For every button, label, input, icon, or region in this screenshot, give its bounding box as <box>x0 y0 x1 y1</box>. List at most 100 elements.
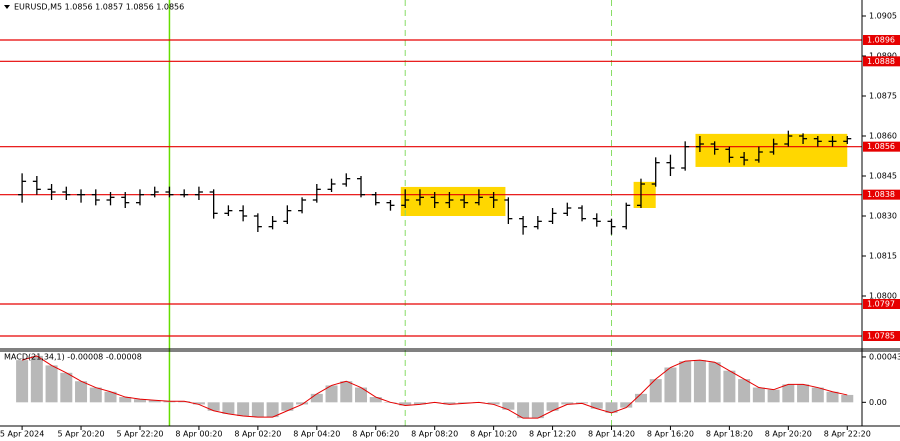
macd-bar <box>782 384 795 403</box>
x-tick-label: 8 Apr 02:20 <box>234 430 281 439</box>
macd-bar <box>325 385 338 403</box>
macd-bar <box>369 397 382 403</box>
level-label-box <box>863 56 900 67</box>
macd-bar <box>767 389 780 403</box>
macd-label: MACD(21,34,1) -0.00008 -0.00008 <box>4 353 142 362</box>
y-tick-label: 1.0905 <box>869 12 897 21</box>
macd-bar <box>664 367 677 403</box>
macd-bar <box>148 400 161 403</box>
level-label-box <box>863 35 900 45</box>
chart-title: EURUSD,M5 1.0856 1.0857 1.0856 1.0856 <box>14 3 184 12</box>
macd-bar <box>546 402 559 411</box>
x-tick-label: 8 Apr 20:20 <box>765 430 812 439</box>
macd-bar <box>237 402 250 417</box>
macd-bar <box>30 355 43 403</box>
macd-bar <box>620 402 633 408</box>
macd-bar <box>340 381 353 403</box>
macd-bar <box>16 360 29 403</box>
x-tick-label: 8 Apr 10:20 <box>470 430 517 439</box>
macd-bar <box>679 361 692 403</box>
x-tick-label: 8 Apr 18:20 <box>706 430 753 439</box>
x-tick-label: 8 Apr 06:20 <box>352 430 399 439</box>
macd-bar <box>163 401 176 403</box>
macd-bar <box>251 402 264 418</box>
level-label-box <box>863 189 900 200</box>
level-label: 1.0888 <box>867 57 895 66</box>
y-tick-label: 1.0860 <box>869 132 897 141</box>
y-tick-label: 1.0800 <box>869 292 897 301</box>
macd-bar <box>738 379 751 403</box>
macd-bar <box>133 399 146 403</box>
zone <box>400 186 506 216</box>
macd-bar <box>634 393 647 403</box>
macd-bar <box>576 402 589 404</box>
level-label-box <box>863 299 900 309</box>
macd-bar <box>281 402 294 411</box>
macd-bar <box>811 387 824 403</box>
macd-y-tick-label: 0.00043 <box>869 352 900 361</box>
axes: 1.0905 1.0890 1.0875 1.0860 1.0845 1.0830 1.08… <box>0 12 900 439</box>
x-tick-label: 5 Apr 22:20 <box>116 430 163 439</box>
macd-bar <box>355 387 368 403</box>
x-tick-label: 8 Apr 14:20 <box>588 430 635 439</box>
macd-bar <box>310 393 323 403</box>
macd-bar <box>192 402 205 405</box>
x-tick-label: 8 Apr 12:20 <box>529 430 576 439</box>
x-tick-label: 8 Apr 00:20 <box>175 430 222 439</box>
y-tick-label: 1.0830 <box>869 212 897 221</box>
macd-bar <box>458 402 471 404</box>
macd-bar <box>266 402 279 418</box>
macd-bar <box>296 402 309 405</box>
macd-bar <box>178 401 191 403</box>
macd-bar <box>605 402 618 413</box>
y-tick-label: 1.0815 <box>869 252 897 261</box>
macd-panel <box>16 355 854 419</box>
x-tick-label: 8 Apr 04:20 <box>293 430 340 439</box>
level-label-box <box>863 331 900 341</box>
level-label: 1.0896 <box>867 36 895 45</box>
x-tick-label: 8 Apr 08:20 <box>411 430 458 439</box>
level-label: 1.0797 <box>867 300 895 309</box>
macd-bar <box>399 402 412 406</box>
bars <box>18 130 852 235</box>
macd-bar <box>75 381 88 403</box>
macd-bar <box>723 370 736 403</box>
macd-bar <box>708 362 721 403</box>
macd-bar <box>104 391 117 403</box>
macd-bar <box>222 402 235 414</box>
macd-bar <box>119 397 132 403</box>
y-tick-label: 1.0875 <box>869 92 897 101</box>
level-label: 1.0785 <box>867 332 895 341</box>
macd-bar <box>561 402 574 405</box>
macd-bar <box>60 372 73 403</box>
macd-signal <box>21 355 848 419</box>
macd-bar <box>693 360 706 403</box>
level-label-box <box>863 141 900 152</box>
level-label: 1.0856 <box>867 142 895 151</box>
x-tick-label: 5 Apr 2024 <box>0 430 44 439</box>
macd-bar <box>590 402 603 409</box>
macd-bar <box>45 365 58 403</box>
macd-bar <box>443 402 456 405</box>
menu-arrow <box>4 5 10 9</box>
macd-bar <box>826 391 839 403</box>
zone <box>695 133 848 167</box>
macd-bar <box>531 402 544 419</box>
zones <box>400 133 848 216</box>
x-tick-label: 8 Apr 22:20 <box>824 430 871 439</box>
macd-bar <box>207 402 220 411</box>
macd-bar <box>487 402 500 405</box>
macd-bar <box>502 402 515 410</box>
x-tick-label: 8 Apr 16:20 <box>647 430 694 439</box>
macd-bar <box>649 379 662 403</box>
macd-bar <box>841 394 854 403</box>
macd-bar <box>797 384 810 403</box>
macd-bar <box>89 387 102 403</box>
y-tick-label: 1.0845 <box>869 172 897 181</box>
macd-bar <box>752 387 765 403</box>
x-tick-label: 5 Apr 20:20 <box>58 430 105 439</box>
macd-bar <box>517 402 530 419</box>
y-tick-label: 1.0890 <box>869 52 897 61</box>
